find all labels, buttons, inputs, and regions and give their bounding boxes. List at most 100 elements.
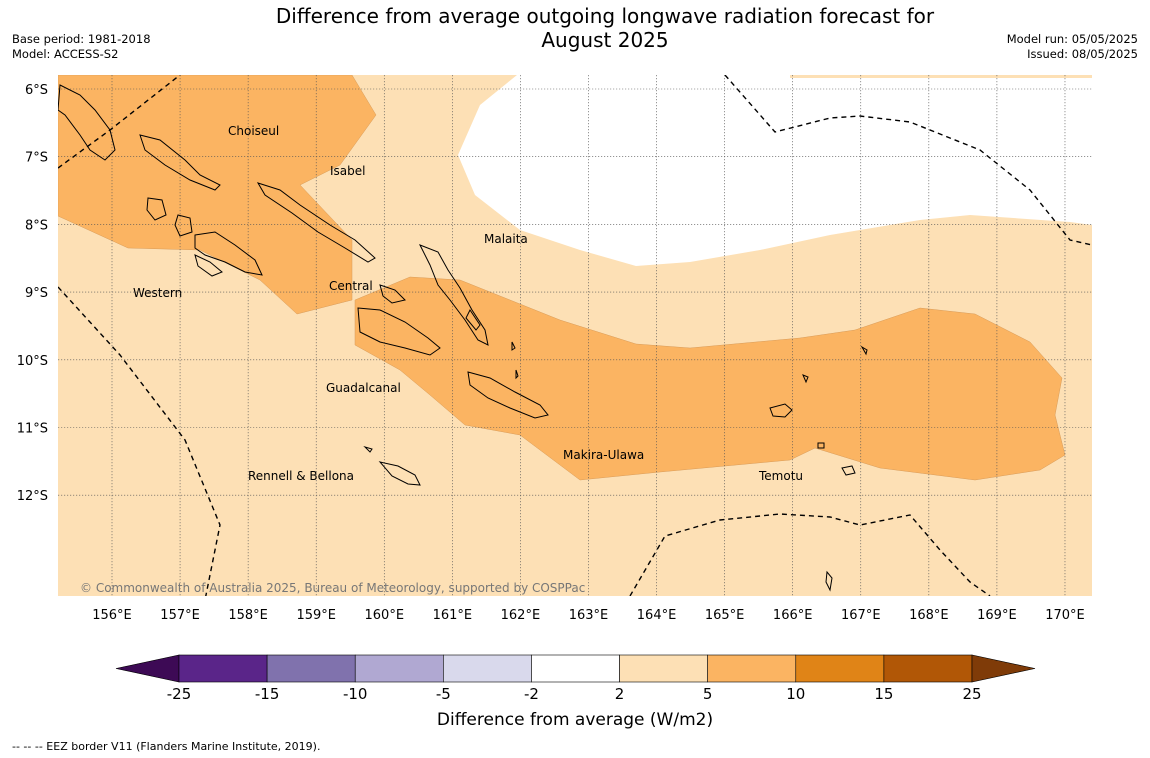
lat-label: 8°S (25, 218, 48, 233)
gridlines (58, 75, 1092, 596)
colorbar-tick-label: -5 (436, 685, 451, 703)
lat-label: 12°S (17, 489, 48, 504)
lon-label: 161°E (433, 608, 473, 623)
island-kolombangara (174, 214, 193, 237)
colorbar-segment (795, 654, 885, 683)
label-western: Western (133, 286, 182, 300)
island-choiseul (139, 134, 221, 191)
island-tikopia (825, 570, 833, 592)
colorbar-tick-label: 2 (615, 685, 625, 703)
eez-borders (58, 75, 1092, 596)
lat-label: 11°S (17, 422, 48, 437)
colorbar-min-extend (115, 654, 180, 683)
base-period: Base period: 1981-2018 (12, 32, 151, 46)
eez-north-west (58, 75, 181, 169)
colorbar-segment (354, 654, 444, 683)
lon-label: 156°E (92, 608, 132, 623)
chart-title: Difference from average outgoing longwav… (230, 4, 980, 52)
colorbar-tick-label: 25 (962, 685, 981, 703)
issued-date: Issued: 08/05/2025 (1027, 47, 1138, 61)
island-sikaiana (515, 369, 519, 380)
island-reef-islands (802, 374, 809, 384)
island-isabel (256, 182, 376, 263)
colorbar-ticks: -25 -15 -10 -5 -2 2 5 10 15 25 (167, 685, 982, 703)
title-line-2: August 2025 (541, 28, 669, 52)
map-area: Choiseul Isabel Malaita Western Central … (58, 75, 1092, 596)
lon-label: 163°E (569, 608, 609, 623)
island-florida (379, 284, 406, 304)
colorbar-tick-label: 15 (874, 685, 893, 703)
island-guadalcanal (357, 307, 441, 356)
colorbar (115, 654, 1036, 683)
island-new-georgia (194, 231, 263, 276)
eez-south (629, 513, 991, 596)
island-malaita (418, 244, 489, 346)
lon-label: 158°E (228, 608, 268, 623)
label-isabel: Isabel (330, 164, 365, 178)
meta-left: Base period: 1981-2018 Model: ACCESS-S2 (12, 32, 151, 62)
colorbar-label: Difference from average (W/m2) (436, 710, 714, 730)
model-run: Model run: 05/05/2025 (1006, 32, 1138, 46)
island-bougainville-tip (58, 84, 116, 161)
footer-note: -- -- -- EEZ border V11 (Flanders Marine… (12, 740, 321, 753)
label-makira-ulawa: Makira-Ulawa (563, 448, 644, 462)
lat-label: 7°S (25, 151, 48, 166)
colorbar-tick-label: -15 (255, 685, 280, 703)
longitude-labels: 156°E 157°E 158°E 159°E 160°E 161°E 162°E 163°E… (92, 608, 1085, 623)
lon-label: 160°E (365, 608, 405, 623)
shading-5-to-10-south (354, 276, 1066, 481)
latitude-labels: 6°S 7°S 8°S 9°S 10°S 11°S 12°S (17, 83, 48, 504)
colorbar-segment (883, 654, 973, 683)
lon-label: 157°E (160, 608, 200, 623)
lon-label: 168°E (909, 608, 949, 623)
label-temotu: Temotu (758, 469, 803, 483)
eez-west (58, 286, 221, 596)
island-ontong-java (511, 341, 516, 351)
lon-label: 164°E (637, 608, 677, 623)
colorbar-tick-label: -25 (167, 685, 192, 703)
colorbar-segment (266, 654, 356, 683)
eez-north-east (724, 75, 1092, 246)
label-guadalcanal: Guadalcanal (326, 381, 401, 395)
label-choiseul: Choiseul (228, 124, 279, 138)
lon-label: 165°E (705, 608, 745, 623)
lat-label: 10°S (17, 354, 48, 369)
lon-label: 167°E (841, 608, 881, 623)
shading-5-to-10-north (58, 75, 377, 315)
copyright-notice: © Commonwealth of Australia 2025, Bureau… (80, 581, 585, 595)
colorbar-tick-label: 5 (703, 685, 713, 703)
island-vanikoro (841, 465, 856, 476)
island-vella-lavella (146, 197, 167, 221)
lon-label: 162°E (501, 608, 541, 623)
island-duff (860, 345, 868, 356)
lat-label: 6°S (25, 83, 48, 98)
colorbar-segment (707, 654, 797, 683)
label-rennell-bellona: Rennell & Bellona (248, 469, 354, 483)
colorbar-tick-label: 10 (786, 685, 805, 703)
meta-right: Model run: 05/05/2025 Issued: 08/05/2025 (1007, 32, 1138, 62)
island-utupua (817, 442, 825, 449)
island-rendova (194, 254, 223, 277)
label-central: Central (329, 279, 373, 293)
colorbar-tick-label: -2 (524, 685, 539, 703)
island-small-malaita (465, 309, 481, 331)
island-bellona (363, 445, 373, 453)
island-rennell (378, 461, 421, 486)
island-makira (467, 371, 549, 419)
lon-label: 169°E (977, 608, 1017, 623)
colorbar-segment (443, 654, 532, 683)
shading-neutral (458, 75, 1092, 266)
label-malaita: Malaita (484, 232, 528, 246)
lon-label: 166°E (773, 608, 813, 623)
colorbar-segment (178, 654, 268, 683)
lat-label: 9°S (25, 286, 48, 301)
lon-label: 170°E (1045, 608, 1085, 623)
lon-label: 159°E (296, 608, 336, 623)
title-line-1: Difference from average outgoing longwav… (275, 4, 935, 28)
colorbar-tick-label: -10 (343, 685, 368, 703)
province-labels: Choiseul Isabel Malaita Western Central … (133, 124, 803, 483)
island-santa-cruz (769, 403, 793, 418)
model-name: Model: ACCESS-S2 (12, 47, 119, 61)
colorbar-segment (619, 654, 708, 683)
